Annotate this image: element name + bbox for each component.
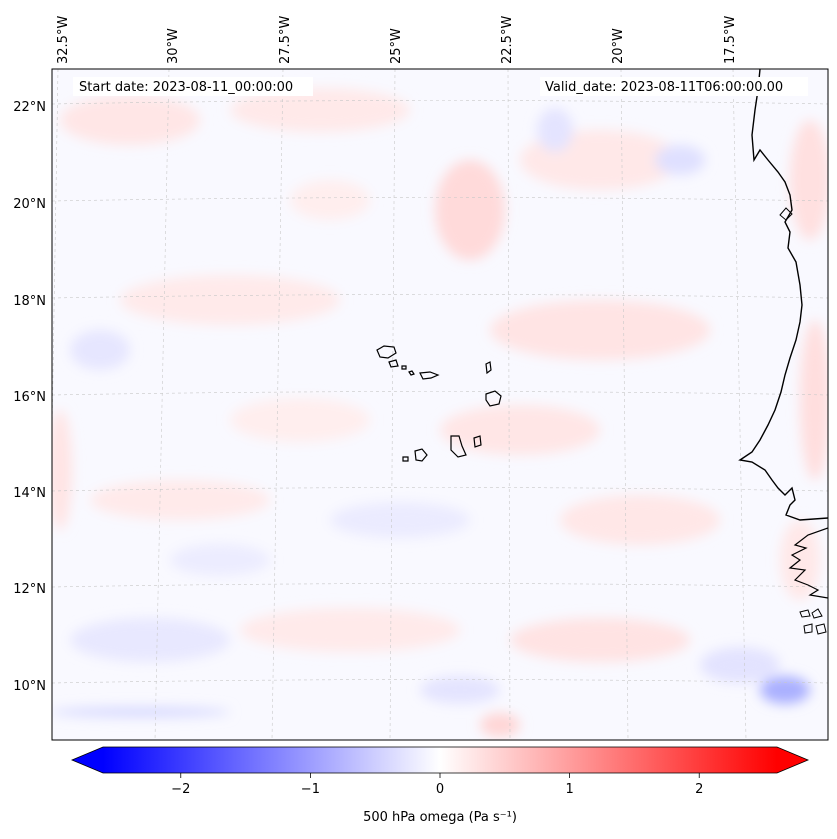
colorbar-extend-high	[777, 747, 808, 773]
colorbar-tick-label: 1	[565, 782, 573, 797]
map-frame	[51, 68, 829, 741]
meridian-30w	[154, 69, 170, 740]
colorbar-outline	[70, 746, 810, 774]
africa-coastline	[738, 69, 828, 521]
island-sal	[485, 361, 492, 375]
colorbar: −2 −1 0 1 2 500 hPa omega (Pa s⁻¹)	[70, 746, 810, 825]
colorbar-label: 500 hPa omega (Pa s⁻¹)	[363, 810, 517, 825]
lon-label-30w: 30°W	[166, 28, 181, 64]
meridian-27-5w	[271, 69, 284, 740]
meridian-17-5w	[732, 69, 747, 740]
gridlines	[52, 69, 828, 740]
island-maio	[473, 435, 482, 448]
island-santiago	[450, 435, 467, 458]
lon-label-20w: 20°W	[611, 28, 626, 64]
parallel-20n	[52, 197, 828, 202]
parallel-22n	[52, 100, 828, 105]
lat-label-18n: 18°N	[13, 294, 46, 309]
lon-label-32-5w: 32.5°W	[56, 16, 71, 64]
island-sao-nicolau	[408, 370, 440, 380]
meridian-25w	[389, 69, 396, 740]
parallel-18n	[52, 294, 828, 299]
valid-date-box	[540, 77, 808, 96]
map-panel	[52, 69, 828, 740]
parallel-14n	[52, 487, 828, 492]
island-santa-luzia	[401, 365, 407, 370]
start-date-box	[73, 77, 313, 96]
meridian-20w	[620, 69, 629, 740]
lat-label-14n: 14°N	[13, 486, 46, 501]
cape-verde-islands	[376, 345, 502, 462]
lat-label-20n: 20°N	[13, 197, 46, 212]
colorbar-body	[103, 747, 777, 773]
lat-label-22n: 22°N	[13, 100, 46, 115]
lat-label-16n: 16°N	[13, 390, 46, 405]
latitude-labels: 22°N 20°N 18°N 16°N 14°N 12°N 10°N	[13, 100, 46, 694]
parallel-16n	[52, 391, 828, 396]
longitude-labels: 32.5°W 30°W 27.5°W 25°W 22.5°W 20°W 17.5…	[56, 16, 738, 64]
colorbar-tick-label: −2	[171, 782, 190, 797]
colorbar-extend-low	[72, 747, 103, 773]
meridian-22-5w	[507, 69, 511, 740]
coast-notch-north	[779, 207, 793, 221]
lon-label-27-5w: 27.5°W	[278, 16, 293, 64]
lat-label-10n: 10°N	[13, 679, 46, 694]
colorbar-tick-label: 2	[695, 782, 703, 797]
lon-label-25w: 25°W	[389, 28, 404, 64]
lat-label-12n: 12°N	[13, 582, 46, 597]
parallel-12n	[52, 583, 828, 588]
valid-date-label: Valid_date: 2023-08-11T06:00:00.00	[545, 80, 783, 95]
island-sao-vicente	[388, 359, 399, 368]
colorbar-tick-label: 0	[436, 782, 444, 797]
island-santo-antao	[376, 345, 397, 359]
bijagos-islands	[799, 608, 827, 635]
lon-label-17-5w: 17.5°W	[723, 16, 738, 64]
guinea-coast	[788, 527, 828, 599]
colorbar-tick-label: −1	[301, 782, 320, 797]
lon-label-22-5w: 22.5°W	[500, 16, 515, 64]
parallel-10n	[52, 679, 828, 684]
omega-field	[52, 88, 828, 737]
island-brava	[402, 456, 409, 462]
colorbar-ticks: −2 −1 0 1 2	[171, 773, 703, 797]
island-fogo	[414, 448, 428, 462]
start-date-label: Start date: 2023-08-11_00:00:00	[79, 80, 293, 95]
island-boa-vista	[485, 390, 502, 407]
